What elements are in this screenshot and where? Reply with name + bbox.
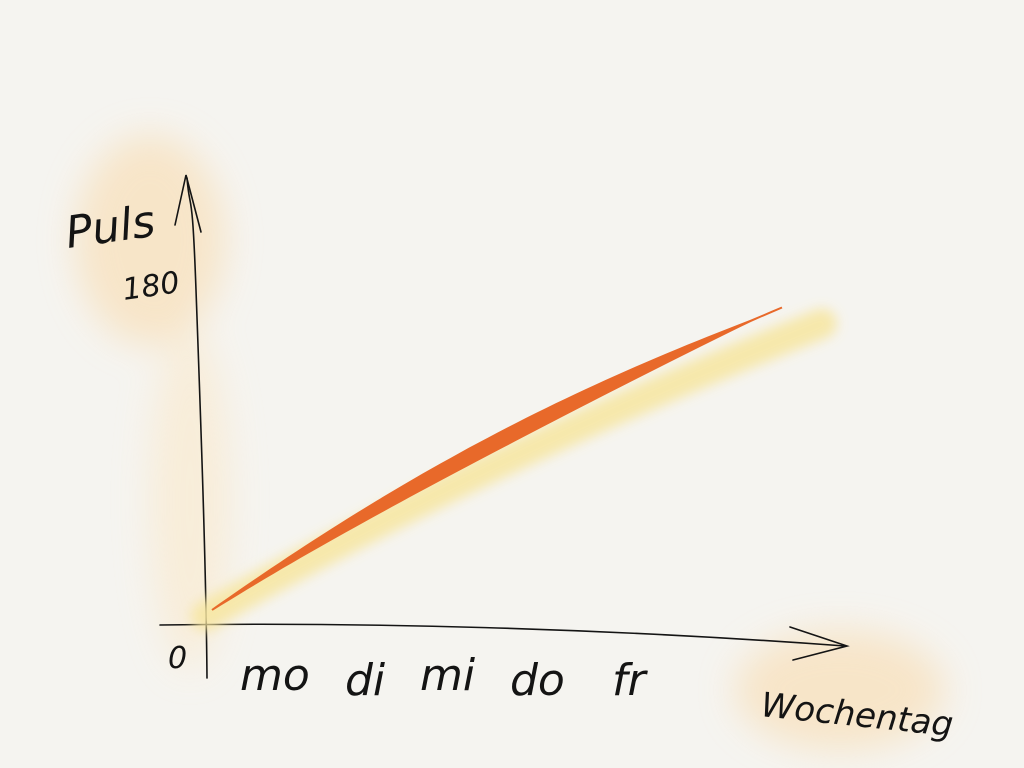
series-highlight (191, 308, 837, 631)
y-axis-title: Puls (62, 196, 158, 259)
series-layer (191, 306, 837, 631)
x-label-do: do (510, 655, 565, 706)
x-label-fr: fr (612, 655, 648, 706)
x-label-di: di (345, 655, 386, 706)
glow-left-axis (150, 330, 230, 670)
glow-bottom-right (735, 630, 945, 750)
y-tick-label-max: 180 (120, 265, 182, 308)
y-tick-label-zero: 0 (168, 641, 187, 676)
y-axis (186, 177, 208, 679)
x-category-labels: mo di mi do fr (240, 650, 648, 706)
x-label-mo: mo (240, 650, 310, 701)
x-label-mi: mi (420, 650, 476, 701)
axes (159, 174, 850, 679)
y-axis-arrowhead (174, 174, 202, 233)
x-axis-arrowhead (789, 626, 850, 661)
x-axis (159, 623, 846, 647)
